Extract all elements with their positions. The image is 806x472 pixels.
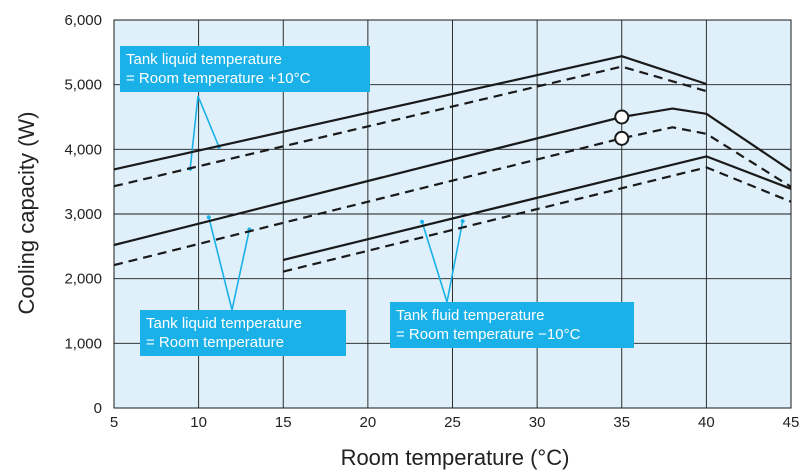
y-tick-label: 5,000 bbox=[64, 77, 102, 94]
series-line-2-dashed bbox=[113, 65, 707, 188]
x-tick-label: 45 bbox=[783, 414, 800, 431]
x-tick-label: 40 bbox=[698, 414, 715, 431]
callout-pointer-dot bbox=[206, 215, 211, 220]
callout-plus-10-line-1: Tank liquid temperature bbox=[126, 51, 282, 68]
y-tick-label: 4,000 bbox=[64, 141, 102, 158]
series-line-4-dashed bbox=[113, 126, 792, 267]
series-line-3-solid bbox=[113, 107, 792, 247]
open-circle-marker-2 bbox=[614, 130, 630, 146]
data-markers bbox=[614, 109, 630, 146]
data-series bbox=[113, 55, 792, 273]
series-line-6-dashed bbox=[283, 166, 792, 273]
x-axis-title: Room temperature (°C) bbox=[341, 445, 570, 470]
callout-pointer-3-1 bbox=[421, 221, 448, 303]
y-tick-label: 3,000 bbox=[64, 206, 102, 223]
x-tick-label: 20 bbox=[360, 414, 377, 431]
callout-pointer-dot bbox=[420, 219, 425, 224]
callout-pointer-1-1 bbox=[189, 95, 199, 169]
callout-pointer-1-2 bbox=[197, 95, 220, 148]
y-tick-label: 0 bbox=[94, 400, 102, 417]
callout-plus-10-line-2: = Room temperature +10°C bbox=[126, 70, 311, 87]
x-tick-label: 25 bbox=[444, 414, 461, 431]
callout-equal: Tank liquid temperature = Room temperatu… bbox=[140, 310, 346, 356]
callout-equal-line-2: = Room temperature bbox=[146, 334, 284, 351]
y-tick-label: 6,000 bbox=[64, 12, 102, 29]
callout-equal-line-1: Tank liquid temperature bbox=[146, 315, 302, 332]
y-axis-tick-labels: 0 1,000 2,000 3,000 4,000 5,000 6,000 bbox=[64, 12, 102, 417]
callout-pointer-dot bbox=[460, 219, 465, 224]
callout-minus-10-line-2: = Room temperature −10°C bbox=[396, 326, 581, 343]
y-tick-label: 2,000 bbox=[64, 271, 102, 288]
x-tick-label: 35 bbox=[613, 414, 630, 431]
callout-minus-10: Tank fluid temperature = Room temperatur… bbox=[390, 302, 634, 348]
y-tick-label: 1,000 bbox=[64, 335, 102, 352]
x-tick-label: 10 bbox=[190, 414, 207, 431]
callout-plus-10: Tank liquid temperature = Room temperatu… bbox=[120, 46, 370, 92]
x-tick-label: 15 bbox=[275, 414, 292, 431]
x-axis-tick-labels: 5 10 15 20 25 30 35 40 45 bbox=[110, 414, 800, 431]
callout-minus-10-line-1: Tank fluid temperature bbox=[396, 307, 545, 324]
plot-frame bbox=[113, 19, 792, 409]
callout-pointer-lines bbox=[188, 95, 465, 311]
series-line-5-solid bbox=[283, 155, 792, 261]
y-axis-title: Cooling capacity (W) bbox=[14, 112, 39, 315]
callout-pointer-3-2 bbox=[446, 220, 464, 303]
open-circle-marker-1 bbox=[614, 109, 630, 125]
series-line-1-solid bbox=[113, 55, 707, 171]
x-tick-label: 5 bbox=[110, 414, 118, 431]
x-tick-label: 30 bbox=[529, 414, 546, 431]
callout-pointer-2-1 bbox=[208, 217, 233, 311]
callout-pointer-2-2 bbox=[231, 229, 251, 311]
